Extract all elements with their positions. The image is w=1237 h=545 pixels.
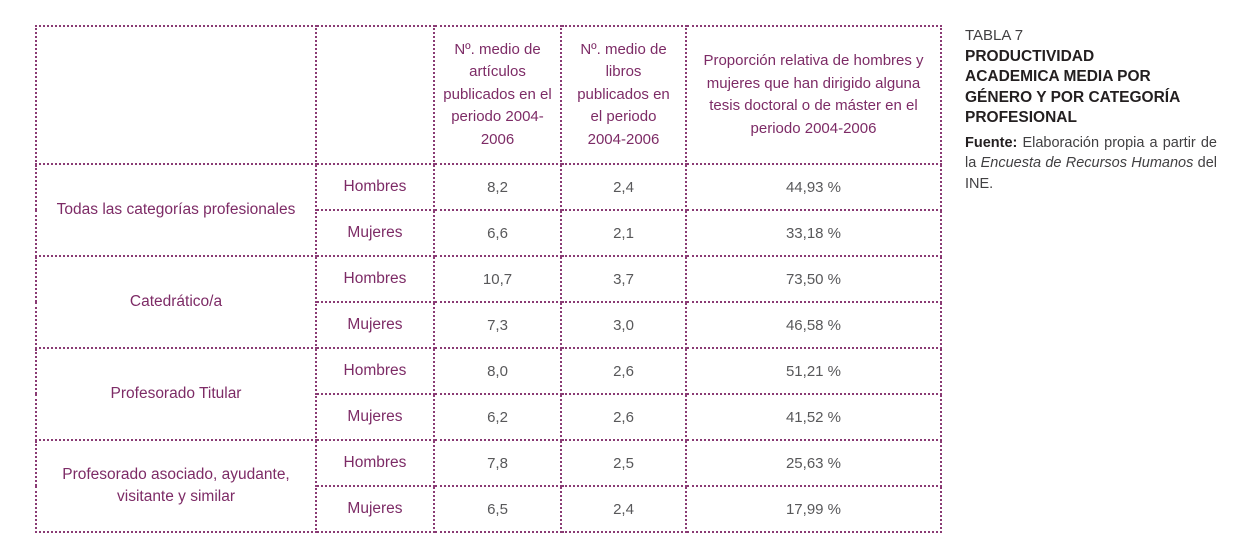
table-title: PRODUCTIVIDAD ACADEMICA MEDIA POR GÉNERO… <box>965 48 1180 127</box>
articles-value-cell: 10,7 <box>433 255 562 303</box>
source-suffix: del INE. <box>965 155 1217 192</box>
table-row: Mujeres 7,3 3,0 46,58 % <box>36 301 942 349</box>
articles-value-cell: 8,2 <box>433 163 562 211</box>
category-cell: Profesorado Titular <box>35 347 317 441</box>
proportion-value-cell: 73,50 % <box>685 255 942 303</box>
table-caption: TABLA 7 PRODUCTIVIDAD ACADEMICA MEDIA PO… <box>965 25 1217 195</box>
table-row: Profesorado asociado, ayudante, visitant… <box>35 439 942 533</box>
column-header-articles: Nº. medio de artículos publicados en el … <box>433 25 562 165</box>
category-cell: Profesorado asociado, ayudante, visitant… <box>35 439 317 533</box>
productivity-table: Nº. medio de artículos publicados en el … <box>35 25 942 533</box>
proportion-value-cell: 51,21 % <box>685 347 942 395</box>
proportion-value-cell: 44,93 % <box>685 163 942 211</box>
articles-value-cell: 8,0 <box>433 347 562 395</box>
articles-value-cell: 6,6 <box>433 209 562 257</box>
gender-cell: Mujeres <box>315 301 435 349</box>
proportion-value-cell: 41,52 % <box>685 393 942 441</box>
articles-value-cell: 6,5 <box>433 485 562 533</box>
source-label: Fuente: <box>965 134 1018 151</box>
table-source: Fuente: Elaboración propia a partir de l… <box>965 133 1217 195</box>
source-prefix: Elaboración propia a partir de la <box>965 134 1217 172</box>
articles-value-cell: 6,2 <box>433 393 562 441</box>
gender-cell: Hombres <box>315 255 435 303</box>
table-header-row: Nº. medio de artículos publicados en el … <box>35 25 942 165</box>
books-value-cell: 2,5 <box>560 439 687 487</box>
empty-gender-header-cell <box>315 25 435 165</box>
column-header-books: Nº. medio de libros publicados en el per… <box>560 25 687 165</box>
gender-cell: Hombres <box>315 439 435 487</box>
books-value-cell: 2,4 <box>560 163 687 211</box>
empty-category-header-cell <box>35 25 317 165</box>
articles-value-cell: 7,8 <box>433 439 562 487</box>
proportion-value-cell: 17,99 % <box>685 485 942 533</box>
gender-cell: Mujeres <box>315 485 435 533</box>
table-row: Todas las categorías profesionales Hombr… <box>35 163 942 257</box>
proportion-value-cell: 46,58 % <box>685 301 942 349</box>
table-row: Catedrático/a Hombres 10,7 3,7 73,50 % <box>35 255 942 349</box>
table-number-label: TABLA 7 <box>965 27 1024 44</box>
table-row: Mujeres 6,2 2,6 41,52 % <box>36 393 942 441</box>
books-value-cell: 3,7 <box>560 255 687 303</box>
gender-cell: Mujeres <box>315 209 435 257</box>
articles-value-cell: 7,3 <box>433 301 562 349</box>
books-value-cell: 2,1 <box>560 209 687 257</box>
category-cell: Catedrático/a <box>35 255 317 349</box>
proportion-value-cell: 25,63 % <box>685 439 942 487</box>
gender-cell: Hombres <box>315 163 435 211</box>
source-work-title: Encuesta de Recursos Humanos <box>980 155 1194 172</box>
proportion-value-cell: 33,18 % <box>685 209 942 257</box>
books-value-cell: 2,6 <box>560 347 687 395</box>
table-row: Profesorado Titular Hombres 8,0 2,6 51,2… <box>35 347 942 441</box>
gender-cell: Hombres <box>315 347 435 395</box>
books-value-cell: 3,0 <box>560 301 687 349</box>
gender-cell: Mujeres <box>315 393 435 441</box>
column-header-proportion: Proporción relativa de hombres y mujeres… <box>685 25 942 165</box>
books-value-cell: 2,4 <box>560 485 687 533</box>
books-value-cell: 2,6 <box>560 393 687 441</box>
category-cell: Todas las categorías profesionales <box>35 163 317 257</box>
table-row: Mujeres 6,6 2,1 33,18 % <box>36 209 942 257</box>
table-row: Mujeres 6,5 2,4 17,99 % <box>36 485 942 533</box>
